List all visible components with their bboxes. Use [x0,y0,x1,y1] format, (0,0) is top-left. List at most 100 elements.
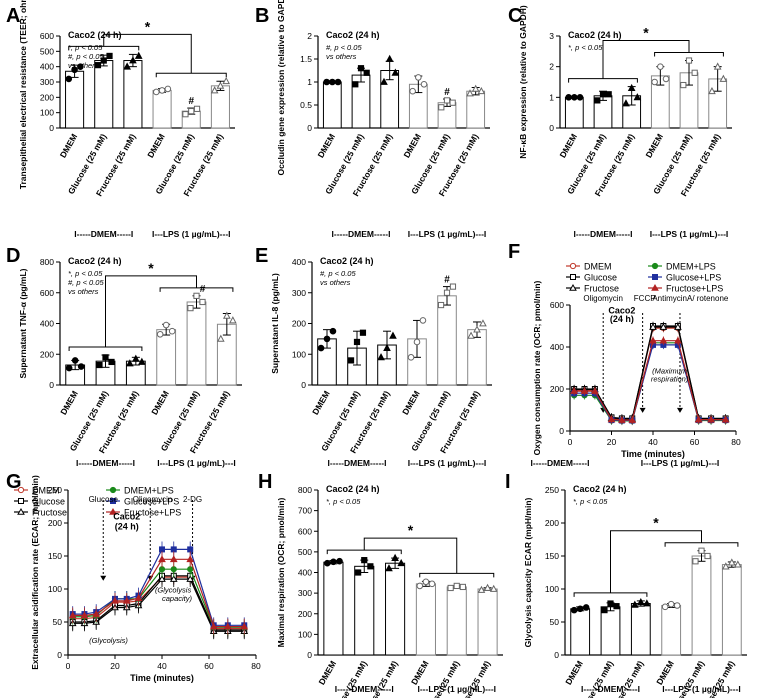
legend-label: Glucose+LPS [124,497,179,507]
series-marker [649,336,657,344]
data-point [383,343,391,351]
data-point [199,298,206,306]
bar [564,96,584,129]
y-tick-label: 300 [298,588,312,598]
data-point [413,338,421,346]
data-point [466,89,474,97]
data-point [734,560,742,568]
y-tick-label: 800 [40,257,54,267]
series-marker [122,596,131,604]
category-label: DMEM [654,659,676,687]
y-tick-label: 600 [298,526,312,536]
panel-title: Caco2 (24 h) [568,30,622,40]
group-label-lps: I---LPS (1 µg/mL)---I [152,229,231,239]
panel-letter-f: F [508,241,520,263]
legend-label: Glucose+LPS [666,273,721,283]
data-point [329,327,337,335]
data-point [601,607,608,614]
x-tick-label: 80 [731,437,741,447]
group-label-lps: I---LPS (1 µg/mL)---I [650,229,729,239]
data-point [453,582,460,590]
data-point [680,81,687,89]
y-axis-label: Oxygen consumption rate (OCR; pmol/min) [532,280,542,455]
data-point [182,111,189,118]
series-marker [651,283,659,291]
data-point [657,63,664,70]
data-point [152,88,160,96]
bar [661,605,682,656]
data-point [449,283,457,290]
y-tick-label: 200 [40,349,54,359]
legend-label: DMEM [584,262,612,272]
significance-star: * [653,515,659,531]
stat-annotation: #, p < 0.05 [326,43,362,52]
x-tick-label: 60 [690,437,700,447]
data-point [158,87,166,94]
series-marker [659,323,668,330]
annotation-antimycin: AntimycinA/ rotenone [652,294,729,303]
y-axis-label: Supernatant TNF-α (pg/mL) [18,268,28,378]
data-point [447,584,454,592]
bar [94,60,114,129]
panel-title: Caco2 (24 h) [326,484,380,494]
series-marker [186,555,195,563]
significance-hash: # [188,96,194,107]
series-marker [17,486,25,494]
bracket-right [664,542,739,547]
legend-label: Fructose [32,508,67,518]
y-tick-label: 400 [40,62,54,72]
data-point [422,578,430,586]
series-marker [134,594,143,602]
y-axis-label: Supernatant IL-8 (pg/mL) [270,273,280,374]
data-point [385,54,394,62]
annotation-caco2: Caco2 [113,512,140,522]
y-tick-label: 200 [545,518,559,528]
stat-annotation: #, p < 0.05 [68,278,104,287]
series-marker [607,415,616,423]
data-point [329,78,336,86]
legend-label: Fructose+LPS [124,508,181,518]
data-point [459,583,466,591]
bracket-right [654,52,724,57]
series-marker [158,566,166,573]
significance-star: * [148,260,154,276]
panel-f: F 0 200 400 600 0 20 40 60 80 Time (minutes) Oxygen… [508,241,741,468]
bar [354,565,375,656]
panel-h: H 0 100 200 300 400 500 600 700 800 Maximal respir… [258,471,503,698]
series-marker [109,507,117,515]
data-point [65,364,73,372]
injection-arrow [676,407,683,413]
category-label: DMEM [145,132,167,160]
y-tick-label: 700 [298,506,312,516]
y-tick-label: 100 [545,584,559,594]
panel-letter-c: C [508,5,522,27]
stat-annotation: vs others [320,278,351,287]
bracket-top [103,33,192,74]
data-point [347,357,355,364]
series-marker [92,610,101,617]
data-point [415,74,422,81]
data-point [193,105,201,112]
group-label-lps: I---LPS (1 µg/mL)---I [408,458,487,468]
data-point [361,557,368,564]
stat-annotation: *, p < 0.05 [573,497,608,506]
group-label-dmem: I-----DMEM-----I [76,458,135,468]
category-label: DMEM [400,389,422,417]
series-marker [187,546,194,553]
series-marker [111,596,119,604]
x-axis-label: Time (minutes) [130,673,194,683]
data-point [416,582,424,590]
y-tick-label: 0.5 [300,100,312,110]
y-tick-label: 2 [549,62,554,72]
stat-annotation: vs others [326,52,357,61]
stat-annotation: #, p < 0.05 [68,52,104,61]
data-point [438,104,445,111]
data-point [353,338,361,346]
stat-annotation: *, p < 0.05 [326,497,361,506]
data-point [473,325,481,333]
data-point [391,553,399,561]
y-tick-label: 400 [550,342,564,352]
data-point [636,597,645,606]
x-tick-label: 0 [568,437,573,447]
category-label: DMEM [401,132,423,160]
